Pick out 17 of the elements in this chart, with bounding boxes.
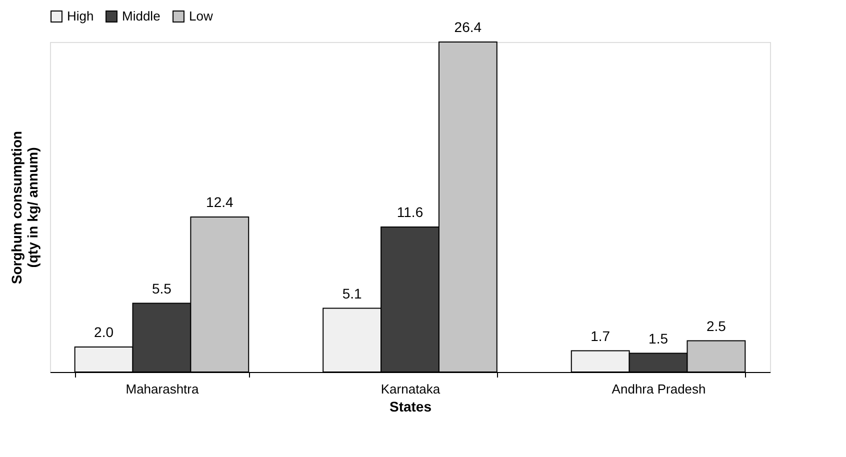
x-tick-label: Andhra Pradesh <box>612 382 706 396</box>
legend-label: Middle <box>122 8 160 24</box>
data-label: 12.4 <box>206 194 234 210</box>
x-axis-title: States <box>389 398 432 414</box>
legend-label: Low <box>189 8 214 24</box>
legend-label: High <box>67 8 94 24</box>
x-tick-label: Maharashtra <box>126 382 200 396</box>
data-label: 5.5 <box>152 280 172 296</box>
data-label: 26.4 <box>454 19 482 35</box>
y-axis-title: Sorghum consumption (qty in kg/ annum) <box>8 130 40 284</box>
data-label: 1.5 <box>648 330 668 346</box>
data-label: 1.7 <box>590 328 610 344</box>
data-label: 2.0 <box>94 324 114 340</box>
x-tick-label: Karnataka <box>380 382 441 396</box>
data-label: 5.1 <box>342 285 362 302</box>
data-label: 11.6 <box>396 204 424 220</box>
data-label: 2.5 <box>706 318 726 334</box>
